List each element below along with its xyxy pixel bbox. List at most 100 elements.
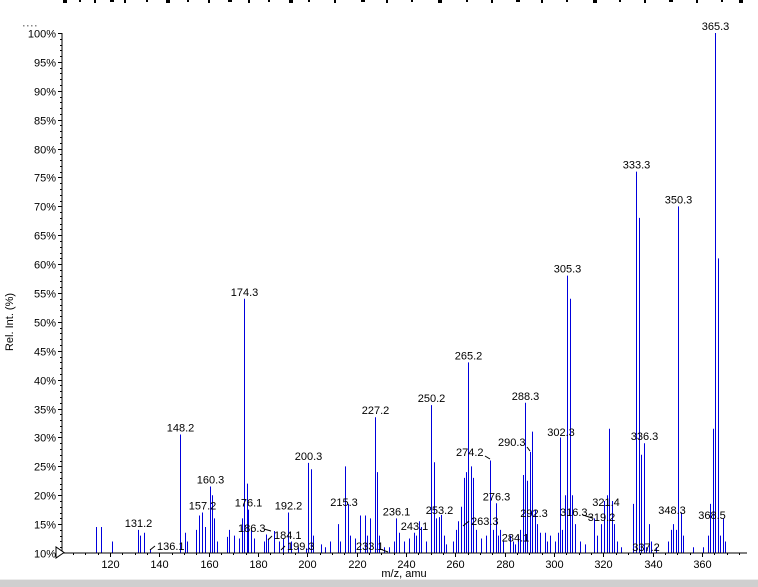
peak-label: 136.1	[157, 541, 185, 553]
peak-label: 365.3	[702, 21, 730, 33]
top-edge-mark	[228, 0, 232, 2]
top-edge-mark	[593, 0, 597, 3]
threshold-marker[interactable]	[55, 546, 65, 559]
peak-label: 199.3	[287, 541, 315, 553]
peak-label: 148.2	[167, 423, 195, 435]
y-tick-label: 60%	[34, 260, 56, 272]
label-pointer-line	[379, 548, 389, 553]
label-pointer-line	[582, 514, 593, 519]
peak-label: 288.3	[512, 391, 540, 403]
y-tick-label: 100%	[28, 29, 56, 41]
peak-label: 265.2	[455, 350, 483, 362]
peak-label: 174.3	[231, 287, 259, 299]
faint-dots	[23, 25, 37, 27]
y-tick-label: 15%	[34, 520, 56, 532]
faint-dot	[23, 25, 25, 27]
y-tick-label: 85%	[34, 116, 56, 128]
peak-label: 157.2	[189, 501, 217, 513]
top-edge-mark	[438, 0, 442, 3]
peak-label: 350.3	[665, 194, 693, 206]
x-axis-title: m/z, amu	[381, 568, 426, 580]
label-pointer-line	[149, 545, 156, 551]
peak-label: 200.3	[295, 451, 323, 463]
y-tick-label: 80%	[34, 145, 56, 157]
top-edge-mark	[289, 0, 293, 3]
x-tick-label: 240	[397, 559, 415, 571]
top-edge-mark	[739, 0, 743, 3]
y-tick-label: 70%	[34, 202, 56, 214]
y-tick-label: 90%	[34, 87, 56, 99]
peak-label: 305.3	[554, 264, 582, 276]
top-edge-mark	[308, 0, 310, 2]
y-tick-label: 65%	[34, 231, 56, 243]
top-edge-mark	[124, 0, 126, 3]
y-tick-labels-group: 10% 15% 20% 25% 30% 35% 40% 45% 50% 55% 60% 65% 70% 7…	[28, 29, 56, 561]
x-tick-label: 200	[298, 559, 316, 571]
top-edge-mark	[268, 0, 270, 2]
label-pointer-line	[280, 545, 286, 551]
top-edge-mark	[208, 0, 210, 3]
x-tick-label: 180	[249, 559, 267, 571]
peak-label: 321.4	[592, 497, 620, 509]
top-edge-mark	[166, 0, 170, 3]
y-tick-label: 75%	[34, 173, 56, 185]
x-tick-label: 120	[101, 559, 119, 571]
peak-label: 284.1	[502, 532, 530, 544]
y-ticks-group	[58, 33, 62, 554]
x-tick-label: 360	[693, 559, 711, 571]
peak-label: 243.1	[401, 521, 429, 533]
top-edge-mark	[94, 0, 96, 3]
peak-label: 333.3	[623, 160, 651, 172]
peak-label: 302.3	[547, 427, 575, 439]
peak-label: 192.2	[275, 501, 303, 513]
peak-label: 160.3	[197, 475, 225, 487]
top-edge-mark	[411, 0, 413, 2]
y-tick-label: 40%	[34, 376, 56, 388]
y-tick-label: 10%	[34, 549, 56, 561]
x-tick-label: 220	[348, 559, 366, 571]
label-pointer-line	[526, 446, 531, 452]
x-tick-label: 340	[644, 559, 662, 571]
peak-label: 184.1	[274, 530, 302, 542]
top-edge-mark	[619, 0, 621, 2]
top-edge-mark	[516, 0, 520, 2]
peak-label: 290.3	[498, 437, 526, 449]
peak-label: 233.1	[356, 541, 384, 553]
y-tick-label: 20%	[34, 491, 56, 503]
peak-label: 348.3	[658, 505, 686, 517]
peak-label: 336.3	[631, 431, 659, 443]
peak-label: 250.2	[418, 393, 446, 405]
y-tick-label: 55%	[34, 289, 56, 301]
x-tick-label: 260	[446, 559, 464, 571]
top-edge-mark	[541, 0, 543, 3]
label-pointer-line	[484, 455, 491, 460]
x-tick-label: 160	[200, 559, 218, 571]
peak-label: 337.2	[632, 542, 660, 554]
x-tick-labels-group: 120 140 160 180 200 220 240 260 280 300 320 340 360	[101, 559, 711, 571]
label-pointers-group	[149, 446, 593, 553]
top-edge-mark	[334, 0, 336, 3]
y-tick-label: 45%	[34, 347, 56, 359]
peak-labels-group: 131.2 136.1 148.2 157.2 160.3 174.3 176.1 184.1…	[125, 21, 730, 554]
cropped-text-remnant	[63, 0, 743, 3]
peak-label: 253.2	[426, 505, 454, 517]
label-pointer-line	[462, 520, 470, 527]
peak-label: 215.3	[330, 497, 358, 509]
y-tick-label: 35%	[34, 405, 56, 417]
top-edge-mark	[669, 0, 673, 2]
top-edge-mark	[491, 0, 493, 3]
peak-label: 292.3	[520, 508, 548, 520]
peak-label: 131.2	[125, 518, 153, 530]
x-tick-label: 300	[545, 559, 563, 571]
top-edge-mark	[110, 0, 114, 2]
peak-label: 227.2	[362, 405, 390, 417]
label-pointer-line	[267, 535, 273, 541]
y-tick-label: 30%	[34, 433, 56, 445]
top-edge-mark	[63, 0, 67, 3]
peak-label: 186.3	[238, 523, 266, 535]
x-tick-label: 280	[496, 559, 514, 571]
peak-label: 263.3	[471, 516, 499, 528]
top-edge-mark	[566, 0, 568, 2]
peak-label: 176.1	[235, 498, 263, 510]
